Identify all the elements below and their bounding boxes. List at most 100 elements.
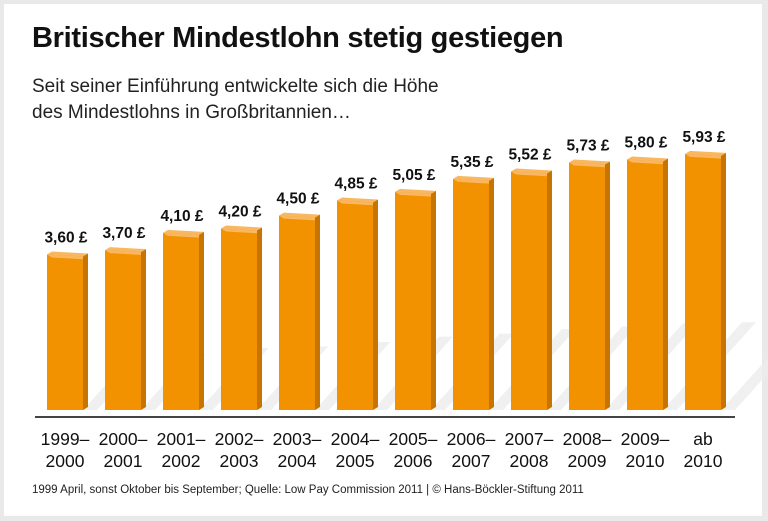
bar <box>221 228 257 410</box>
category-label: 2006– 2007 <box>441 428 501 472</box>
bar-value-label: 3,60 £ <box>44 229 87 246</box>
category-label-line: ab <box>693 429 713 449</box>
bar-side <box>83 253 88 410</box>
source-footer: 1999 April, sonst Oktober bis September;… <box>32 484 584 496</box>
bar-side <box>431 190 436 410</box>
bar <box>395 191 431 410</box>
category-label-line: 1999– <box>40 429 90 449</box>
bar-top <box>685 153 726 159</box>
category-label-line: 2008– <box>562 429 612 449</box>
category-label: 2005– 2006 <box>383 428 443 472</box>
category-label-line: 2000– <box>98 429 148 449</box>
category-label: 2002– 2003 <box>209 428 269 472</box>
category-label-line: 2003 <box>219 451 259 471</box>
bar <box>47 254 83 410</box>
category-label-line: 2004 <box>277 451 317 471</box>
category-label-line: 2002– <box>214 429 264 449</box>
category-label: 2009– 2010 <box>615 428 675 472</box>
bar-top <box>511 171 552 177</box>
bar <box>627 159 663 410</box>
category-label-line: 2005– <box>388 429 438 449</box>
category-label-line: 2000 <box>45 451 85 471</box>
bar <box>569 162 605 410</box>
category-label: 1999– 2000 <box>35 428 95 472</box>
category-label: 2008– 2009 <box>557 428 617 472</box>
bar-side <box>489 177 494 410</box>
category-label-line: 2009 <box>567 451 607 471</box>
category-label-line: 2007 <box>451 451 491 471</box>
bar-side <box>141 249 146 410</box>
bar <box>337 200 373 410</box>
bar-top-face <box>395 188 436 194</box>
bar-top-face <box>453 175 494 181</box>
bar-value-label: 3,70 £ <box>102 225 145 242</box>
bar-top-face <box>685 150 726 156</box>
bar-value-label: 5,05 £ <box>392 167 435 184</box>
bar-top <box>627 159 668 165</box>
bar-side <box>721 152 726 410</box>
bar-value-label: 5,93 £ <box>682 129 725 146</box>
category-label-line: 2001– <box>156 429 206 449</box>
bar <box>163 232 199 410</box>
bar-value-label: 4,10 £ <box>160 208 203 225</box>
bar-value-label: 5,80 £ <box>624 134 667 151</box>
bar-top <box>47 254 88 260</box>
bar-top <box>395 191 436 197</box>
category-label: 2007– 2008 <box>499 428 559 472</box>
category-label-line: 2010 <box>683 451 723 471</box>
bar <box>279 215 315 410</box>
category-label-line: 2003– <box>272 429 322 449</box>
bar-top <box>221 228 262 234</box>
bar-side <box>547 170 552 410</box>
category-label-line: 2010 <box>625 451 665 471</box>
bar-value-label: 4,20 £ <box>218 204 261 221</box>
bar-top <box>453 178 494 184</box>
category-label-line: 2009– <box>620 429 670 449</box>
bar-top <box>163 232 204 238</box>
bar-side <box>373 199 378 410</box>
category-label-line: 2004– <box>330 429 380 449</box>
bar-side <box>199 231 204 410</box>
bar-side <box>315 214 320 410</box>
bar-top <box>105 250 146 256</box>
category-label: 2004– 2005 <box>325 428 385 472</box>
category-label: 2000– 2001 <box>93 428 153 472</box>
bar-top-face <box>221 225 262 231</box>
bar-top-face <box>337 197 378 203</box>
category-label: 2003– 2004 <box>267 428 327 472</box>
category-label-line: 2008 <box>509 451 549 471</box>
chart-title: Britischer Mindestlohn stetig gestiegen <box>32 22 564 54</box>
bar-top <box>337 200 378 206</box>
bar-side <box>257 227 262 410</box>
bar-top-face <box>627 156 668 162</box>
bar <box>453 178 489 410</box>
category-label-line: 2006 <box>393 451 433 471</box>
category-label: 2001– 2002 <box>151 428 211 472</box>
category-label-line: 2001 <box>103 451 143 471</box>
chart-subtitle-line-1: Seit seiner Einführung entwickelte sich … <box>32 76 439 97</box>
bar <box>685 153 721 410</box>
bar <box>511 171 547 410</box>
bar-shadow <box>721 357 768 410</box>
category-label: ab 2010 <box>673 428 733 472</box>
bar-top-face <box>569 159 610 165</box>
bar-value-label: 5,73 £ <box>566 137 609 154</box>
bar-top-face <box>511 168 552 174</box>
bar-side <box>605 161 610 410</box>
category-label-line: 2002 <box>161 451 201 471</box>
bar <box>105 250 141 410</box>
bar-top-face <box>279 212 320 218</box>
bar-top-face <box>105 247 146 253</box>
bar-top-face <box>47 251 88 257</box>
bar-side <box>663 158 668 410</box>
bar-value-label: 4,85 £ <box>334 175 377 192</box>
bar-value-label: 5,35 £ <box>450 154 493 171</box>
chart-subtitle-line-2: des Mindestlohns in Großbritannien… <box>32 102 351 123</box>
bar-top-face <box>163 229 204 235</box>
bar-top <box>279 215 320 221</box>
category-label-line: 2006– <box>446 429 496 449</box>
bar-top <box>569 162 610 168</box>
category-label-line: 2005 <box>335 451 375 471</box>
bar-value-label: 5,52 £ <box>508 147 551 164</box>
